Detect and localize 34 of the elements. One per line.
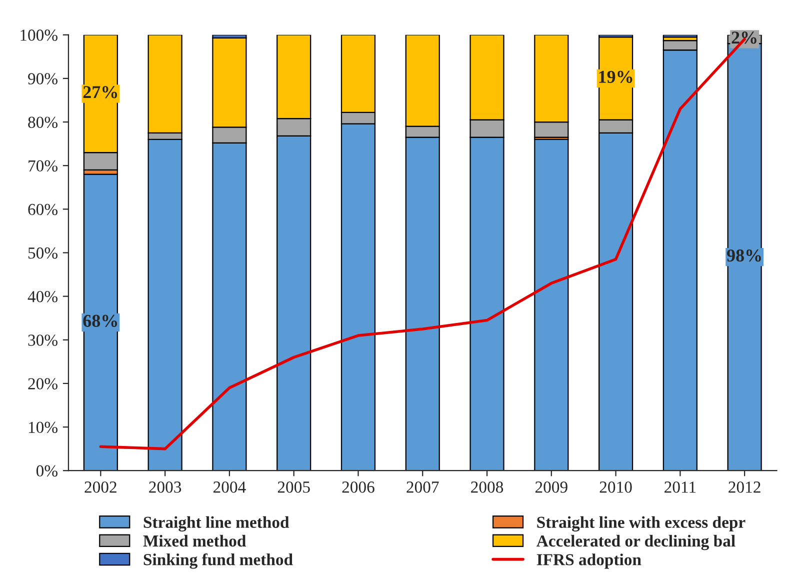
- legend-label: IFRS adoption: [536, 554, 642, 569]
- x-tick-label: 2008: [471, 482, 504, 493]
- data-label: 27%: [83, 86, 118, 98]
- y-tick-label: 50%: [28, 247, 58, 259]
- x-tick-label: 2010: [600, 482, 632, 493]
- x-tick-label: 2004: [214, 482, 246, 493]
- y-tick-label: 20%: [28, 378, 58, 390]
- x-tick-label: 2011: [664, 482, 696, 493]
- x-tick-label: 2006: [342, 482, 374, 493]
- y-tick-label: 60%: [28, 204, 58, 216]
- x-tick-label: 2005: [278, 482, 310, 493]
- x-tick-label: 2012: [728, 482, 760, 493]
- y-tick-label: 30%: [28, 334, 58, 346]
- data-label: 98%: [727, 249, 761, 262]
- y-tick-label: 90%: [28, 73, 58, 84]
- y-tick-label: 0%: [36, 465, 58, 477]
- x-tick-label: 2009: [535, 482, 568, 493]
- bar: [662, 34, 698, 38]
- legend-label: Straight line method: [144, 516, 290, 532]
- data-label: 68%: [83, 314, 118, 328]
- x-tick-label: 2007: [406, 482, 439, 493]
- x-tick-label: 2003: [149, 482, 182, 493]
- y-tick-label: 80%: [28, 116, 58, 128]
- legend-label: Sinking fund method: [144, 553, 293, 569]
- legend-label: Accelerated or declining bal: [536, 534, 736, 550]
- bar: [534, 138, 569, 471]
- data-label: 19%: [599, 70, 632, 84]
- legend-label: Straight line with excess depr: [537, 516, 746, 532]
- y-tick-label: 70%: [28, 160, 58, 172]
- x-tick-label: 2002: [84, 482, 116, 493]
- y-tick-label: 100%: [20, 30, 58, 41]
- legend-label: Mixed method: [143, 534, 246, 547]
- y-tick-label: 10%: [28, 422, 58, 434]
- y-tick-label: 40%: [28, 291, 58, 302]
